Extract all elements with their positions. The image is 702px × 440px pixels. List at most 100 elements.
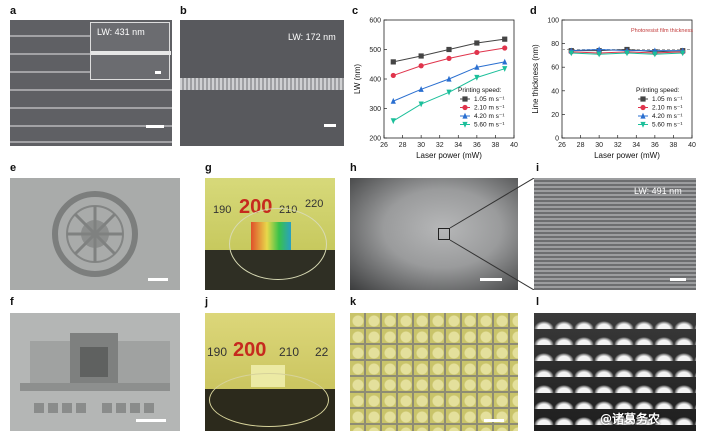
glass-disc: [209, 373, 329, 427]
legend-swatch-marker: [640, 96, 646, 102]
panel-l-3d-structure: [534, 313, 696, 431]
ruler-tick-190: 190: [207, 345, 228, 359]
panel-k-label: k: [350, 296, 357, 308]
x-tick-label: 40: [510, 142, 518, 149]
panel-b-sem-image: LW: 172 nm: [180, 20, 344, 146]
panel-f-label: f: [10, 296, 14, 308]
data-point: [446, 75, 452, 82]
data-point: [568, 50, 574, 57]
y-tick-label: 80: [551, 41, 559, 48]
x-tick-label: 26: [558, 142, 566, 149]
data-point: [446, 46, 452, 53]
watermark: @诸葛务农: [600, 412, 661, 426]
y-tick-label: 200: [369, 136, 381, 143]
panel-a-inset: LW: 431 nm: [90, 22, 171, 80]
legend-swatch-marker: [462, 112, 468, 119]
panel-d-label: d: [530, 5, 537, 17]
data-point: [502, 66, 508, 72]
legend-swatch-marker: [640, 112, 646, 119]
data-point: [596, 51, 602, 58]
y-tick-label: 600: [369, 18, 381, 25]
chart-c: 26 28 30 32 34 36 38 40 200 300 400 500 600 Laser pow…: [353, 18, 518, 161]
legend-swatch-marker: [640, 121, 646, 128]
legend-entry: 5.60 m s⁻¹: [474, 122, 505, 129]
data-point: [474, 74, 480, 81]
lens-grid: [350, 313, 518, 431]
y-tick-label: 400: [369, 77, 381, 84]
data-point: [446, 55, 452, 61]
panel-a-inset-scalebar: [155, 71, 161, 74]
data-point: [474, 40, 480, 46]
plot-frame: [561, 19, 693, 139]
data-point: [418, 53, 424, 59]
x-tick-label: 34: [454, 142, 462, 149]
panel-b-label: b: [180, 5, 187, 17]
panel-i-lw: LW: 491 nm: [634, 186, 682, 196]
panel-k-microlens-array: [350, 313, 518, 431]
x-tick-label: 36: [651, 142, 659, 149]
inset-line: [91, 51, 171, 55]
legend-swatch-marker: [462, 121, 468, 128]
legend-entry: 5.60 m s⁻¹: [652, 122, 683, 129]
data-point: [390, 72, 396, 79]
legend-entry: 2.10 m s⁻¹: [474, 105, 505, 112]
x-tick-label: 26: [380, 142, 388, 149]
panel-a-inset-lw: LW: 431 nm: [97, 27, 145, 37]
line-array-graphic: [10, 35, 172, 143]
legend-entry: 4.20 m s⁻¹: [652, 113, 683, 120]
panel-b-lw: LW: 172 nm: [288, 32, 336, 42]
legend-swatch-marker: [462, 96, 468, 102]
data-point: [418, 101, 424, 108]
legend-entry: 1.05 m s⁻¹: [474, 96, 505, 103]
panel-h-wafer-image: [350, 178, 518, 290]
panel-h-scalebar: [480, 278, 502, 281]
data-point: [446, 89, 452, 96]
building-graphic: [20, 333, 170, 413]
data-point: [390, 118, 396, 125]
panel-e-emblem-image: [10, 178, 180, 290]
chart-d: 26 28 30 32 34 36 38 40 0 20 40 60 80 100 Laser power …: [531, 18, 696, 161]
data-point: [502, 45, 508, 51]
data-point: [624, 50, 630, 57]
y-tick-label: 100: [547, 18, 559, 25]
x-axis-label: Laser power (mW): [594, 151, 660, 160]
x-tick-label: 36: [473, 142, 481, 149]
legend-swatch-marker: [462, 104, 468, 111]
y-tick-label: 300: [369, 106, 381, 113]
data-point: [502, 58, 508, 65]
y-tick-label: 0: [555, 136, 559, 143]
x-tick-label: 32: [436, 142, 444, 149]
data-point: [502, 36, 508, 42]
panel-i-label: i: [536, 162, 540, 174]
data-point: [596, 46, 602, 53]
emblem-graphic: [52, 191, 138, 277]
legend-entry: 2.10 m s⁻¹: [652, 105, 683, 112]
data-point: [474, 64, 480, 70]
x-tick-label: 30: [417, 142, 425, 149]
legend-title: Printing speed:: [458, 87, 502, 94]
ruler-tick-22: 22: [315, 345, 329, 359]
panel-i-sem-image: LW: 491 nm: [534, 178, 696, 290]
y-tick-label: 20: [551, 112, 559, 119]
y-tick-label: 40: [551, 88, 559, 95]
glass-disc: [229, 208, 327, 280]
x-tick-label: 28: [577, 142, 585, 149]
zoom-connector-lines: [449, 178, 534, 290]
panel-b-scalebar: [324, 124, 336, 127]
data-point: [418, 63, 424, 69]
panel-j-photo: 190 200 210 22: [205, 313, 335, 431]
ruler-tick-220: 220: [305, 198, 324, 210]
panel-f-scalebar: [136, 419, 166, 422]
y-tick-label: 500: [369, 47, 381, 54]
legend-entry: 1.05 m s⁻¹: [652, 96, 683, 103]
series-line: [393, 47, 505, 76]
zoom-box: [438, 228, 450, 240]
panel-g-label: g: [205, 162, 212, 174]
data-point: [390, 97, 396, 104]
annotation-text: Photoresist film thickness: [631, 28, 693, 34]
ruler-tick-200: 200: [233, 339, 267, 361]
panel-l-label: l: [536, 296, 540, 308]
panel-h-label: h: [350, 162, 357, 174]
y-tick-label: 60: [551, 65, 559, 72]
x-tick-label: 40: [688, 142, 696, 149]
